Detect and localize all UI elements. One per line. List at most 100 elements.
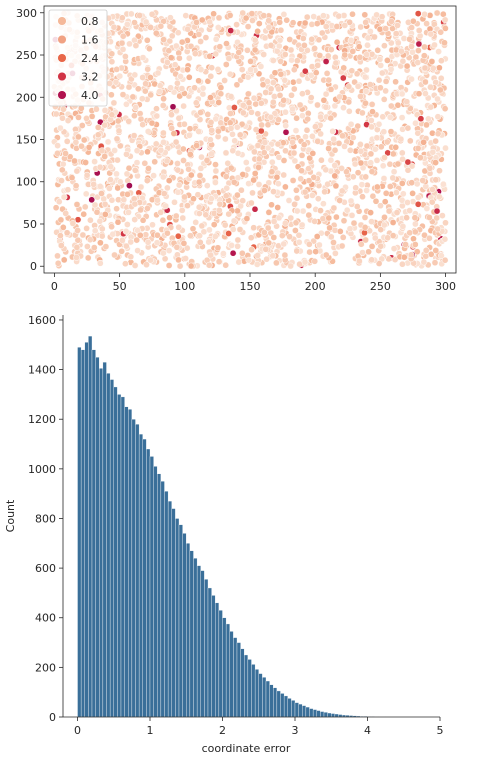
scatter-point <box>356 257 363 265</box>
scatter-point <box>157 22 165 30</box>
scatter-point <box>52 204 60 212</box>
scatter-point <box>153 105 160 113</box>
scatter-point <box>73 167 81 175</box>
scatter-point <box>326 224 333 232</box>
scatter-point <box>185 54 193 62</box>
scatter-point <box>269 57 277 64</box>
scatter-point <box>57 242 65 249</box>
scatter-point <box>178 85 186 92</box>
scatter-point <box>90 244 98 251</box>
scatter-point <box>394 39 402 47</box>
scatter-point <box>429 129 436 137</box>
scatter-point <box>59 160 67 168</box>
scatter-point <box>175 223 183 231</box>
scatter-point <box>101 107 109 114</box>
scatter-point <box>210 10 217 18</box>
scatter-point <box>174 160 181 167</box>
scatter-point <box>217 84 225 91</box>
scatter-point <box>222 173 230 180</box>
scatter-point <box>380 221 388 229</box>
scatter-point <box>101 121 109 129</box>
scatter-point <box>184 66 191 73</box>
scatter-point <box>198 16 206 24</box>
scatter-point <box>115 127 123 135</box>
scatter-point <box>204 77 212 85</box>
scatter-point <box>254 142 262 149</box>
scatter-point <box>281 51 289 58</box>
scatter-point <box>248 246 255 254</box>
scatter-point <box>356 53 364 61</box>
scatter-point <box>144 128 152 135</box>
scatter-point <box>338 187 346 195</box>
scatter-point <box>420 138 427 146</box>
scatter-point <box>421 64 429 72</box>
scatter-point <box>134 85 142 93</box>
scatter-point <box>255 20 263 27</box>
scatter-point <box>322 58 330 65</box>
scatter-point <box>238 66 246 73</box>
scatter-point <box>288 56 295 64</box>
scatter-point <box>404 199 411 206</box>
scatter-point <box>367 150 375 158</box>
scatter-point <box>215 258 223 266</box>
scatter-point <box>392 30 400 37</box>
scatter-point <box>358 181 366 188</box>
scatter-point <box>226 70 234 78</box>
scatter-point <box>350 219 358 227</box>
scatter-point <box>227 27 235 34</box>
scatter-point <box>295 238 303 246</box>
scatter-point <box>368 101 376 108</box>
scatter-point <box>197 38 204 45</box>
scatter-point <box>322 103 330 111</box>
scatter-point <box>346 146 354 154</box>
scatter-point <box>222 135 229 143</box>
scatter-point <box>278 232 286 239</box>
scatter-point <box>332 59 340 67</box>
scatter-point <box>59 224 67 231</box>
scatter-point <box>159 173 167 181</box>
scatter-point <box>368 123 375 131</box>
scatter-point <box>392 78 399 86</box>
scatter-point <box>327 114 335 122</box>
scatter-point <box>333 23 341 30</box>
scatter-point <box>168 32 176 40</box>
scatter-point <box>274 204 282 211</box>
scatter-point <box>311 45 318 52</box>
scatter-point <box>96 259 104 267</box>
scatter-point <box>75 133 82 141</box>
scatter-point <box>159 102 167 109</box>
scatter-point <box>229 130 236 138</box>
scatter-point <box>195 178 203 186</box>
scatter-point <box>203 182 211 189</box>
scatter-point <box>371 145 379 153</box>
scatter-point <box>441 105 449 113</box>
scatter-point <box>228 242 235 249</box>
scatter-point <box>144 65 152 73</box>
scatter-point <box>434 130 442 138</box>
scatter-point <box>331 172 339 180</box>
scatter-point <box>96 163 104 171</box>
scatter-point <box>411 241 419 248</box>
scatter-point <box>207 94 214 101</box>
scatter-point <box>387 102 395 110</box>
scatter-point <box>186 125 194 133</box>
scatter-point <box>200 228 208 236</box>
scatter-point <box>208 150 215 158</box>
scatter-point <box>137 206 144 214</box>
scatter-point <box>289 105 296 113</box>
scatter-point <box>91 158 98 165</box>
scatter-point <box>177 73 184 80</box>
scatter-point <box>291 200 298 208</box>
scatter-point <box>321 188 328 196</box>
scatter-point <box>86 236 94 244</box>
scatter-point <box>367 209 374 216</box>
scatter-point <box>317 207 324 214</box>
scatter-point <box>269 252 277 260</box>
scatter-point <box>357 93 364 100</box>
scatter-point <box>442 219 449 227</box>
scatter-point <box>223 40 230 47</box>
scatter-point <box>54 252 61 260</box>
scatter-point <box>420 258 428 266</box>
scatter-point <box>54 259 62 267</box>
scatter-point <box>259 81 267 89</box>
